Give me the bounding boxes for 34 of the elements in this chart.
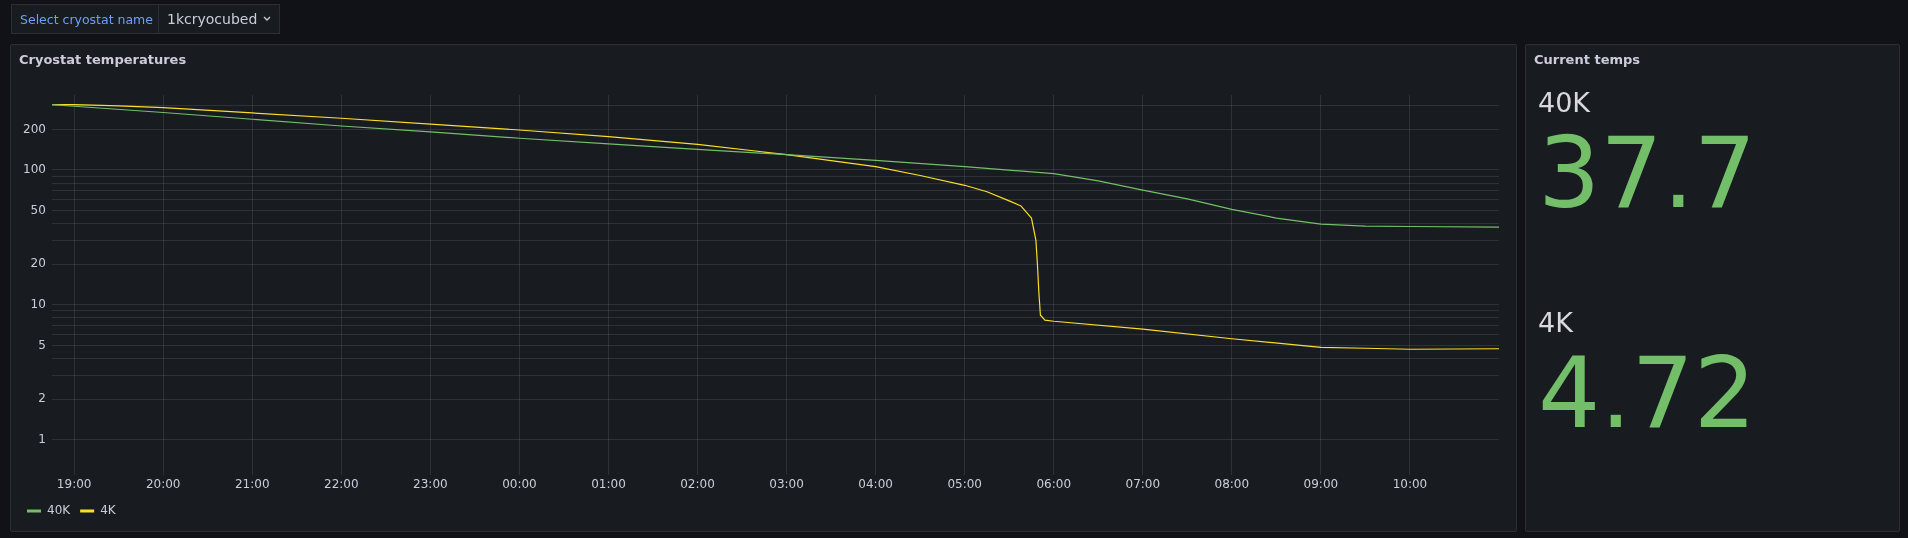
x-tick-label: 02:00 bbox=[680, 476, 715, 491]
x-tick-label: 00:00 bbox=[502, 476, 537, 491]
x-tick-label: 07:00 bbox=[1125, 476, 1161, 491]
data-label: 4.72 bbox=[1538, 336, 1757, 450]
x-tick-label: 21:00 bbox=[234, 476, 270, 491]
text: 1kcryocubed bbox=[167, 11, 258, 27]
x-tick-label: 19:00 bbox=[56, 476, 92, 491]
y-tick-label: 2 bbox=[38, 391, 46, 406]
y-tick-label: 200 bbox=[23, 121, 46, 136]
y-tick-label: 1 bbox=[38, 431, 46, 446]
text: Current temps bbox=[1534, 52, 1641, 67]
y-tick-label: 20 bbox=[30, 256, 46, 271]
x-tick-label: 09:00 bbox=[1303, 476, 1339, 491]
y-tick-label: 50 bbox=[30, 202, 46, 217]
category-label: 40K bbox=[1538, 87, 1592, 118]
data-label: 37.7 bbox=[1538, 116, 1757, 230]
x-tick-label: 06:00 bbox=[1036, 476, 1072, 491]
category-label: 4K bbox=[1538, 307, 1574, 338]
x-tick-label: 10:00 bbox=[1392, 476, 1428, 491]
y-tick-label: 100 bbox=[23, 162, 46, 177]
x-tick-label: 23:00 bbox=[413, 476, 448, 491]
x-tick-label: 01:00 bbox=[591, 476, 626, 491]
legend-label: 4K bbox=[100, 503, 117, 518]
x-tick-label: 22:00 bbox=[324, 476, 359, 491]
legend-label: 40K bbox=[47, 503, 72, 518]
x-tick-label: 04:00 bbox=[858, 476, 893, 491]
x-tick-label: 05:00 bbox=[947, 476, 982, 491]
x-tick-label: 08:00 bbox=[1214, 476, 1250, 491]
text: Select cryostat name bbox=[11, 4, 162, 34]
y-tick-label: 5 bbox=[38, 337, 46, 352]
chart-title: Cryostat temperatures bbox=[19, 52, 187, 67]
x-tick-label: 03:00 bbox=[769, 476, 804, 491]
y-tick-label: 10 bbox=[30, 296, 46, 311]
x-tick-label: 20:00 bbox=[145, 476, 181, 491]
